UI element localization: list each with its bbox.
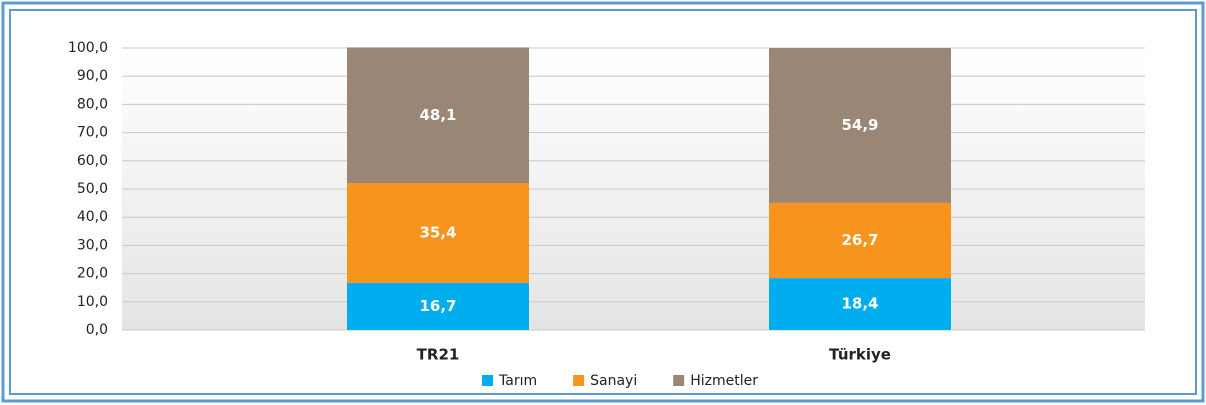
- y-tick-label: 30,0: [77, 237, 108, 253]
- y-tick-label: 10,0: [77, 294, 108, 310]
- value-label: 18,4: [841, 295, 878, 313]
- legend-label: Tarım: [498, 373, 537, 389]
- inner-border: [9, 9, 1197, 395]
- bar-segment: [347, 282, 529, 330]
- legend-label: Hizmetler: [690, 373, 758, 389]
- y-tick-label: 100,0: [68, 40, 108, 56]
- bar-segment: [769, 202, 951, 279]
- value-label: 35,4: [419, 223, 456, 241]
- y-tick-label: 50,0: [77, 181, 108, 197]
- y-tick-label: 40,0: [77, 209, 108, 225]
- x-tick-label: Türkiye: [829, 346, 891, 364]
- y-tick-label: 0,0: [86, 322, 108, 338]
- value-label: 54,9: [841, 116, 878, 134]
- y-tick-label: 90,0: [77, 68, 108, 84]
- legend-swatch: [673, 375, 685, 386]
- y-tick-label: 70,0: [77, 125, 108, 141]
- y-tick-label: 20,0: [77, 266, 108, 282]
- bar-segment: [347, 47, 529, 184]
- bar-segment: [347, 183, 529, 283]
- value-label: 16,7: [419, 297, 456, 315]
- bar-segment: [769, 48, 951, 203]
- legend-swatch: [482, 375, 493, 386]
- x-tick-label: TR21: [417, 346, 460, 364]
- bar-segment: [769, 278, 951, 330]
- legend-label: Sanayi: [590, 373, 637, 389]
- y-tick-label: 80,0: [77, 96, 108, 112]
- y-tick-label: 60,0: [77, 153, 108, 169]
- legend-swatch: [573, 375, 585, 386]
- value-label: 48,1: [419, 106, 456, 124]
- value-label: 26,7: [841, 231, 878, 249]
